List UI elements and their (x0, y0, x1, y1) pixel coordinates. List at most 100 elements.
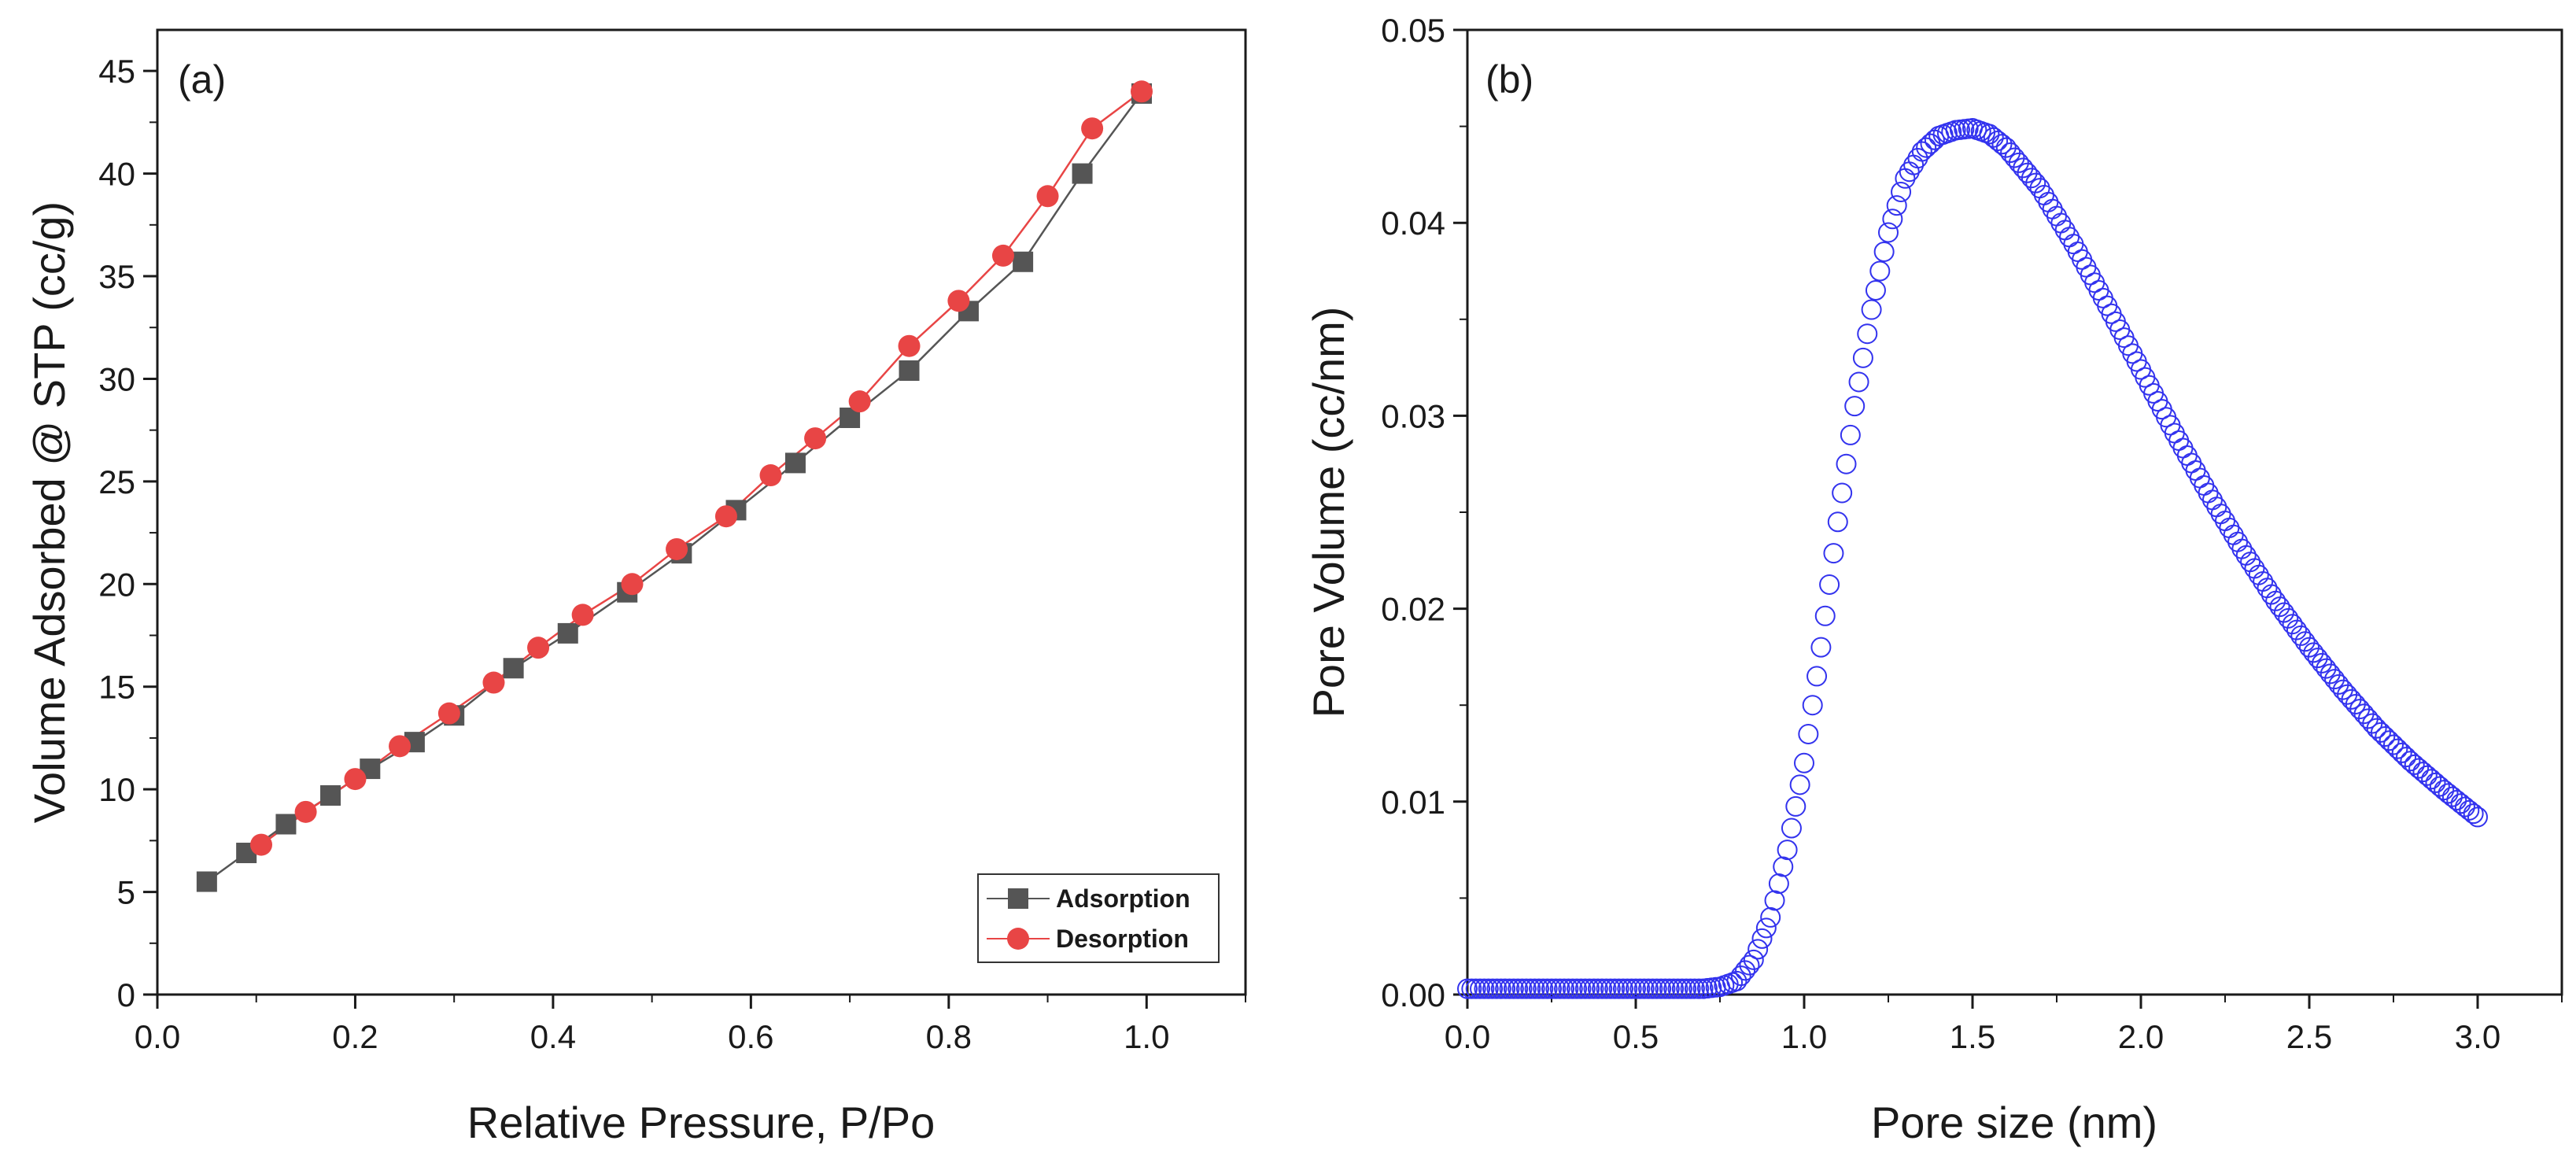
a-x-tick-label: 0.2 (332, 1018, 378, 1055)
pore-volume-point (2425, 772, 2446, 793)
pore-volume-point (2429, 776, 2450, 797)
pore-volume-point (1873, 241, 1895, 262)
a-y-tick-label: 20 (98, 566, 135, 603)
pore-volume-point (1511, 978, 1533, 999)
point-desorption (482, 671, 505, 694)
a-y-tick-label: 35 (98, 258, 135, 295)
pore-volume-point (2303, 642, 2324, 663)
pore-volume-point (1882, 209, 1903, 230)
pore-volume-point (1891, 181, 1912, 202)
pore-volume-point (1768, 873, 1789, 895)
pore-volume-point (2054, 220, 2076, 241)
b-x-tick-label: 0.0 (1445, 1018, 1490, 1055)
pore-volume-point (2189, 467, 2210, 489)
pore-volume-point (1663, 978, 1685, 999)
pore-volume-point (1554, 978, 1575, 999)
pore-volume-point (1612, 978, 1633, 999)
y-axis-title-a: Volume Adsorbed @ STP (cc/g) (24, 201, 74, 823)
pore-volume-point (2324, 669, 2345, 690)
legend-marker-desorption (1007, 928, 1029, 950)
pore-volume-point (1869, 260, 1891, 282)
pore-volume-point (1583, 978, 1604, 999)
pore-volume-point (1755, 917, 1777, 939)
pore-volume-point (2396, 747, 2417, 768)
pore-volume-point (1570, 978, 1592, 999)
pore-volume-point (1461, 978, 1482, 999)
pore-volume-point (1991, 134, 2013, 155)
pore-volume-point (2206, 496, 2227, 518)
pore-volume-point (1764, 890, 1785, 911)
panel-a-isotherm-chart: 0.0 0.2 0.4 0.6 0.8 1.0 0 5 10 15 20 25 30 35 40 45 (a)… (24, 28, 1247, 1147)
pore-volume-point (2244, 558, 2265, 579)
pore-volume-point (2227, 531, 2249, 552)
pore-volume-point (2253, 570, 2274, 592)
pore-volume-point (1562, 978, 1583, 999)
point-desorption (804, 427, 827, 450)
pore-volume-point (1646, 978, 1667, 999)
a-x-tick-label: 0.4 (530, 1018, 576, 1055)
pore-volume-point (2446, 789, 2467, 810)
point-desorption (898, 334, 921, 357)
pore-volume-point (2168, 430, 2190, 451)
pore-volume-point (1903, 154, 1925, 175)
series-line-desorption (260, 90, 1142, 846)
pore-volume-point (1621, 978, 1642, 999)
pore-volume-point (1528, 978, 1549, 999)
pore-volume-point (2412, 762, 2434, 783)
legend-a: Adsorption Desorption (977, 873, 1220, 963)
pore-volume-point (1743, 949, 1764, 970)
pore-volume-point (2408, 758, 2430, 779)
pore-volume-point (2320, 663, 2341, 685)
pore-volume-point (2450, 793, 2471, 814)
b-x-tick-label: 2.0 (2118, 1018, 2164, 1055)
pore-volume-point (1533, 978, 1554, 999)
point-desorption (437, 702, 460, 725)
pore-volume-point (2375, 726, 2396, 747)
pore-volume-point (2299, 637, 2320, 658)
pore-volume-point (1848, 371, 1869, 393)
pore-volume-point (1823, 543, 1844, 564)
pore-volume-point (1810, 637, 1832, 658)
pore-volume-point (2235, 544, 2257, 566)
pore-volume-point (1508, 978, 1529, 999)
pore-volume-point (1524, 978, 1545, 999)
pore-volume-point (1785, 795, 1807, 817)
pore-volume-point (2240, 552, 2261, 573)
point-desorption (527, 637, 550, 659)
pore-volume-point (2176, 445, 2198, 466)
pore-volume-point (1802, 695, 1823, 716)
point-desorption (344, 768, 367, 791)
pore-volume-point (2050, 212, 2072, 234)
pore-volume-point (2441, 786, 2463, 807)
pore-volume-point (1789, 774, 1810, 795)
pore-volume-point (1827, 511, 1848, 533)
pore-volume-point (1916, 137, 1937, 158)
b-x-tick-label: 1.0 (1781, 1018, 1827, 1055)
pore-volume-point (1567, 978, 1588, 999)
pore-volume-point (1819, 574, 1840, 595)
pore-volume-point (1886, 195, 1907, 216)
pore-volume-point (2370, 722, 2391, 743)
pore-volume-point (2366, 718, 2387, 739)
x-axis-title-a: Relative Pressure, P/Po (467, 1098, 935, 1147)
pore-volume-point (1688, 978, 1710, 999)
a-y-tick-label: 0 (117, 976, 135, 1013)
pore-volume-point (1840, 424, 1861, 445)
a-y-tick-label: 45 (98, 53, 135, 90)
pore-volume-point (1626, 978, 1646, 999)
pore-volume-point (1655, 978, 1676, 999)
point-desorption (250, 833, 273, 856)
pore-volume-point (1592, 978, 1613, 999)
pore-volume-point (1852, 347, 1873, 368)
pore-volume-point (2231, 538, 2253, 559)
pore-volume-point (2434, 780, 2455, 801)
pore-volume-point (2383, 734, 2404, 755)
pore-volume-point (1814, 605, 1836, 626)
point-desorption (621, 573, 644, 596)
b-y-tick-label: 0.00 (1381, 976, 1445, 1013)
pore-volume-point (1861, 299, 1882, 320)
pore-volume-point (2467, 807, 2488, 828)
panel-label-a: (a) (178, 57, 226, 102)
pore-volume-point (1474, 978, 1495, 999)
pore-volume-point (1798, 723, 1819, 744)
